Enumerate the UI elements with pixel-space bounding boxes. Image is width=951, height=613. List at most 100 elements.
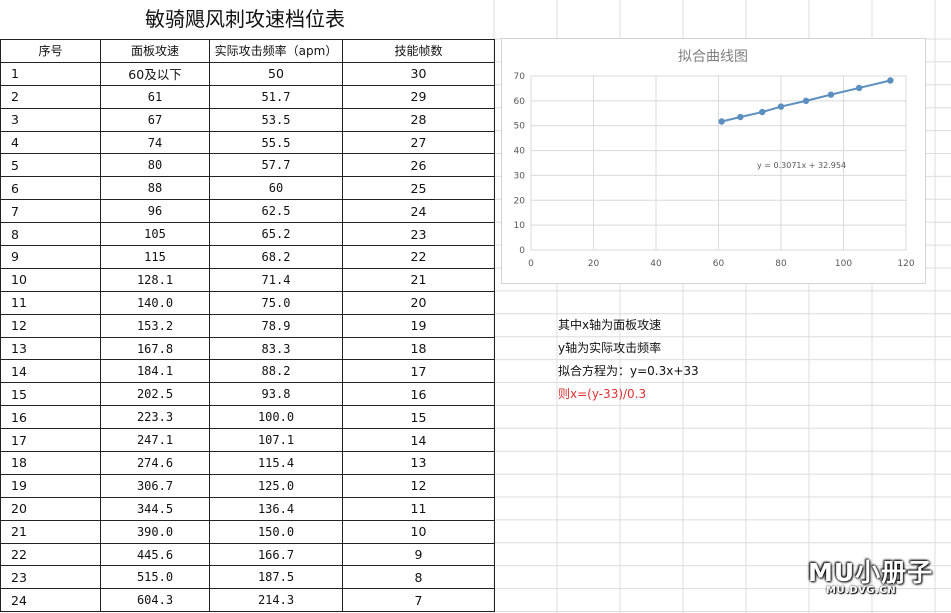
cell-apm[interactable]: 62.5	[209, 199, 343, 224]
cell-index[interactable]: 6	[0, 176, 101, 201]
cell-panel-speed[interactable]: 80	[100, 153, 210, 178]
cell-frames[interactable]: 18	[342, 336, 495, 361]
cell-index[interactable]: 8	[0, 222, 101, 247]
cell-frames[interactable]: 8	[342, 565, 495, 590]
column-header-index[interactable]: 序号	[0, 39, 101, 63]
note-x-axis[interactable]: 其中x轴为面板攻速	[558, 318, 662, 332]
cell-apm[interactable]: 214.3	[209, 588, 343, 613]
cell-apm[interactable]: 51.7	[209, 84, 343, 109]
cell-panel-speed[interactable]: 67	[100, 107, 210, 132]
cell-frames[interactable]: 9	[342, 542, 495, 567]
cell-panel-speed[interactable]: 60及以下	[100, 61, 210, 86]
cell-index[interactable]: 18	[0, 451, 101, 475]
cell-apm[interactable]: 60	[209, 176, 343, 201]
cell-index[interactable]: 13	[0, 336, 101, 361]
cell-apm[interactable]: 150.0	[209, 519, 343, 544]
cell-frames[interactable]: 30	[342, 61, 495, 86]
cell-panel-speed[interactable]: 604.3	[100, 588, 210, 613]
cell-index[interactable]: 19	[0, 473, 101, 498]
cell-frames[interactable]: 28	[342, 107, 495, 132]
cell-panel-speed[interactable]: 128.1	[100, 267, 210, 292]
cell-apm[interactable]: 187.5	[209, 565, 343, 590]
cell-apm[interactable]: 115.4	[209, 451, 343, 475]
cell-index[interactable]: 10	[0, 267, 101, 292]
note-y-axis[interactable]: y轴为实际攻击频率	[558, 341, 662, 355]
cell-apm[interactable]: 75.0	[209, 290, 343, 315]
cell-index[interactable]: 15	[0, 382, 101, 407]
cell-panel-speed[interactable]: 167.8	[100, 336, 210, 361]
cell-panel-speed[interactable]: 445.6	[100, 542, 210, 567]
cell-frames[interactable]: 7	[342, 588, 495, 613]
cell-apm[interactable]: 57.7	[209, 153, 343, 178]
fit-chart[interactable]: 拟合曲线图 0 10 20 30 40 50 60 70 0 20 40 60 80 100 120 y = 0…	[501, 38, 926, 284]
cell-panel-speed[interactable]: 96	[100, 199, 210, 224]
cell-apm[interactable]: 55.5	[209, 130, 343, 155]
cell-index[interactable]: 9	[0, 245, 101, 269]
cell-index[interactable]: 24	[0, 588, 101, 613]
cell-frames[interactable]: 25	[342, 176, 495, 201]
cell-apm[interactable]: 65.2	[209, 222, 343, 247]
column-header-panel-speed[interactable]: 面板攻速	[100, 39, 210, 63]
cell-frames[interactable]: 11	[342, 496, 495, 521]
cell-frames[interactable]: 19	[342, 313, 495, 338]
cell-frames[interactable]: 20	[342, 290, 495, 315]
cell-panel-speed[interactable]: 306.7	[100, 473, 210, 498]
note-fit-equation[interactable]: 拟合方程为：y=0.3x+33	[558, 364, 699, 378]
cell-index[interactable]: 11	[0, 290, 101, 315]
column-header-frames[interactable]: 技能帧数	[342, 39, 495, 63]
cell-frames[interactable]: 10	[342, 519, 495, 544]
cell-frames[interactable]: 23	[342, 222, 495, 247]
cell-panel-speed[interactable]: 247.1	[100, 428, 210, 453]
cell-apm[interactable]: 71.4	[209, 267, 343, 292]
cell-panel-speed[interactable]: 274.6	[100, 451, 210, 475]
cell-apm[interactable]: 88.2	[209, 359, 343, 384]
cell-panel-speed[interactable]: 184.1	[100, 359, 210, 384]
cell-frames[interactable]: 22	[342, 245, 495, 269]
cell-frames[interactable]: 12	[342, 473, 495, 498]
cell-panel-speed[interactable]: 115	[100, 245, 210, 269]
cell-apm[interactable]: 166.7	[209, 542, 343, 567]
cell-panel-speed[interactable]: 515.0	[100, 565, 210, 590]
cell-panel-speed[interactable]: 61	[100, 84, 210, 109]
cell-apm[interactable]: 93.8	[209, 382, 343, 407]
cell-index[interactable]: 5	[0, 153, 101, 178]
cell-frames[interactable]: 27	[342, 130, 495, 155]
cell-panel-speed[interactable]: 140.0	[100, 290, 210, 315]
cell-index[interactable]: 16	[0, 405, 101, 430]
cell-panel-speed[interactable]: 390.0	[100, 519, 210, 544]
cell-frames[interactable]: 14	[342, 428, 495, 453]
cell-panel-speed[interactable]: 223.3	[100, 405, 210, 430]
cell-index[interactable]: 17	[0, 428, 101, 453]
cell-index[interactable]: 1	[0, 61, 101, 86]
cell-panel-speed[interactable]: 88	[100, 176, 210, 201]
cell-apm[interactable]: 100.0	[209, 405, 343, 430]
cell-index[interactable]: 7	[0, 199, 101, 224]
cell-panel-speed[interactable]: 74	[100, 130, 210, 155]
cell-apm[interactable]: 53.5	[209, 107, 343, 132]
cell-frames[interactable]: 24	[342, 199, 495, 224]
cell-frames[interactable]: 29	[342, 84, 495, 109]
cell-apm[interactable]: 68.2	[209, 245, 343, 269]
cell-index[interactable]: 2	[0, 84, 101, 109]
cell-apm[interactable]: 125.0	[209, 473, 343, 498]
cell-panel-speed[interactable]: 153.2	[100, 313, 210, 338]
cell-panel-speed[interactable]: 344.5	[100, 496, 210, 521]
cell-index[interactable]: 23	[0, 565, 101, 590]
cell-index[interactable]: 12	[0, 313, 101, 338]
cell-frames[interactable]: 17	[342, 359, 495, 384]
note-inverse-equation[interactable]: 则x=(y-33)/0.3	[558, 387, 647, 401]
cell-apm[interactable]: 83.3	[209, 336, 343, 361]
cell-index[interactable]: 22	[0, 542, 101, 567]
column-header-apm[interactable]: 实际攻击频率（apm）	[209, 39, 343, 63]
cell-frames[interactable]: 21	[342, 267, 495, 292]
cell-index[interactable]: 20	[0, 496, 101, 521]
cell-index[interactable]: 21	[0, 519, 101, 544]
cell-index[interactable]: 14	[0, 359, 101, 384]
cell-panel-speed[interactable]: 105	[100, 222, 210, 247]
cell-apm[interactable]: 50	[209, 61, 343, 86]
cell-index[interactable]: 4	[0, 130, 101, 155]
cell-frames[interactable]: 26	[342, 153, 495, 178]
cell-apm[interactable]: 107.1	[209, 428, 343, 453]
cell-frames[interactable]: 15	[342, 405, 495, 430]
cell-index[interactable]: 3	[0, 107, 101, 132]
